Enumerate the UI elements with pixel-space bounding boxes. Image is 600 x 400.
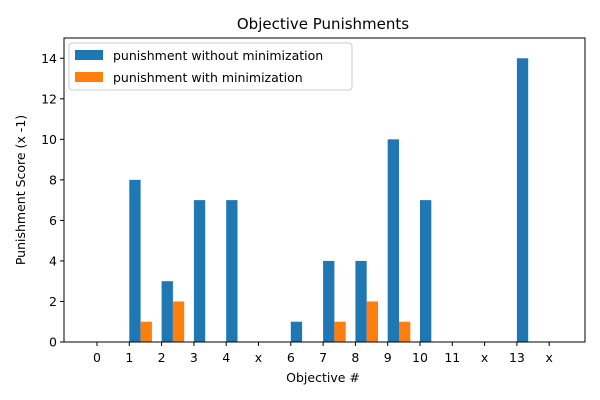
bar-with-minimization-9	[399, 321, 411, 342]
y-tick-label: 12	[41, 91, 57, 106]
x-tick-label: 13	[509, 350, 525, 365]
plot-frame	[63, 37, 586, 343]
bar-without-minimization-10	[420, 200, 432, 342]
x-tick-label: 0	[93, 350, 101, 365]
x-tick-label: x	[481, 350, 488, 365]
x-tick-label: x	[545, 350, 552, 365]
x-tick-label: 7	[319, 350, 327, 365]
bar-without-minimization-2	[161, 281, 173, 342]
bar-without-minimization-4	[226, 200, 238, 342]
y-axis-label: Punishment Score (x -1)	[13, 115, 28, 265]
x-tick-label: x	[255, 350, 262, 365]
bar-without-minimization-8	[355, 260, 367, 342]
x-tick-label: 3	[190, 350, 198, 365]
x-axis-label: Objective #	[286, 370, 360, 385]
bar-without-minimization-3	[193, 200, 206, 342]
y-tick-label: 14	[41, 51, 57, 66]
x-tick-label: 4	[222, 350, 230, 365]
y-tick-label: 10	[41, 132, 57, 147]
y-tick-label: 0	[49, 335, 57, 350]
bars-group	[129, 58, 529, 343]
bar-with-minimization-7	[334, 321, 346, 342]
x-tick-label: 9	[384, 350, 392, 365]
x-tick-label: 6	[287, 350, 295, 365]
legend: punishment without minimization punishmen…	[68, 42, 353, 91]
bar-without-minimization-1	[129, 179, 141, 342]
bar-without-minimization-9	[387, 139, 399, 342]
x-tick-label: 10	[412, 350, 428, 365]
legend-box	[68, 42, 353, 91]
bar-without-minimization-13	[516, 58, 529, 343]
legend-label-0: punishment without minimization	[113, 48, 323, 63]
bar-without-minimization-7	[323, 260, 335, 342]
bar-with-minimization-1	[140, 321, 152, 342]
y-tick-label: 4	[49, 253, 57, 268]
x-tick-label: 11	[444, 350, 460, 365]
bar-without-minimization-6	[290, 321, 303, 342]
legend-swatch-0	[75, 50, 103, 60]
x-tick-label: 2	[158, 350, 166, 365]
y-tick-label: 8	[49, 172, 57, 187]
chart-title: Objective Punishments	[237, 15, 409, 33]
y-axis-ticks: 0 2 4 6 8 10 12 14	[41, 51, 64, 350]
legend-label-1: punishment with minimization	[113, 70, 303, 85]
x-axis-ticks: 0 1 2 3 4 x 6 7 8 9 10 11 x 13 x	[93, 342, 553, 365]
bar-with-minimization-2	[172, 301, 185, 342]
x-tick-label: 8	[351, 350, 359, 365]
bar-with-minimization-8	[366, 301, 378, 342]
x-tick-label: 1	[125, 350, 133, 365]
y-tick-label: 2	[49, 294, 57, 309]
legend-swatch-1	[75, 72, 103, 82]
y-tick-label: 6	[49, 213, 57, 228]
